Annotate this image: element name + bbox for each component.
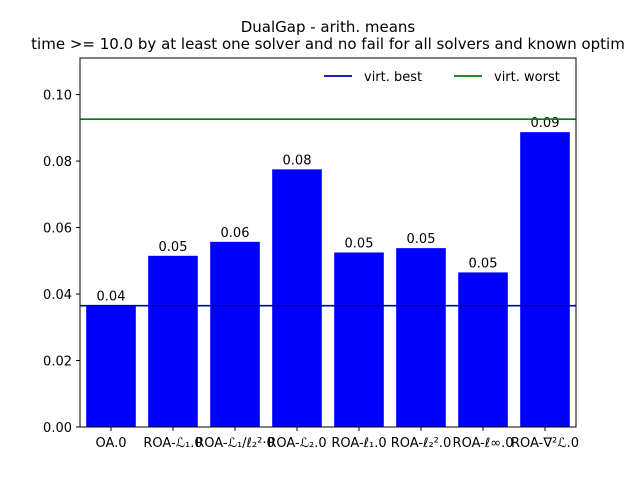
x-tick-label: OA.0 bbox=[95, 436, 126, 451]
bar bbox=[210, 241, 260, 427]
x-tick-label: ROA-ℓ∞.0 bbox=[453, 436, 514, 451]
plot-area: 0.04 OA.0 0.05 ROA-ℒ₁.0 0.06 ROA-ℒ₁/ℓ₂²·0 0.08… bbox=[43, 57, 579, 451]
legend-label: virt. worst bbox=[494, 70, 560, 85]
legend-label: virt. best bbox=[364, 70, 422, 85]
bar-value-label: 0.05 bbox=[407, 232, 436, 247]
x-tick-label: ROA-ℒ₂.0 bbox=[267, 436, 326, 451]
bar bbox=[272, 169, 322, 427]
y-tick-label: 0.00 bbox=[43, 421, 72, 436]
x-tick-label: ROA-∇²ℒ.0 bbox=[511, 436, 579, 451]
x-tick-label: ROA-ℒ₁/ℓ₂²·0 bbox=[195, 436, 275, 451]
bar bbox=[148, 255, 198, 427]
bar-value-label: 0.05 bbox=[159, 240, 188, 255]
bar bbox=[520, 132, 570, 427]
y-tick-label: 0.04 bbox=[43, 288, 72, 303]
chart-title: DualGap - arith. means bbox=[241, 18, 416, 36]
y-tick-label: 0.02 bbox=[43, 355, 72, 370]
bar bbox=[396, 248, 446, 427]
bar-value-label: 0.04 bbox=[97, 290, 126, 305]
y-tick-label: 0.10 bbox=[43, 89, 72, 104]
bar-value-label: 0.06 bbox=[221, 226, 250, 241]
y-tick-label: 0.08 bbox=[43, 155, 72, 170]
chart-subtitle: time >= 10.0 by at least one solver and … bbox=[31, 35, 625, 53]
bar bbox=[334, 252, 384, 427]
x-tick-label: ROA-ℓ₁.0 bbox=[331, 436, 386, 451]
bar-value-label: 0.05 bbox=[469, 256, 498, 271]
bar bbox=[458, 272, 508, 427]
bar-value-label: 0.05 bbox=[345, 236, 374, 251]
x-tick-label: ROA-ℓ₂².0 bbox=[391, 436, 452, 451]
bar-value-label: 0.08 bbox=[283, 153, 312, 168]
x-tick-label: ROA-ℒ₁.0 bbox=[143, 436, 202, 451]
axes-frame bbox=[79, 57, 577, 428]
bar bbox=[86, 305, 136, 427]
y-tick-label: 0.06 bbox=[43, 222, 72, 237]
